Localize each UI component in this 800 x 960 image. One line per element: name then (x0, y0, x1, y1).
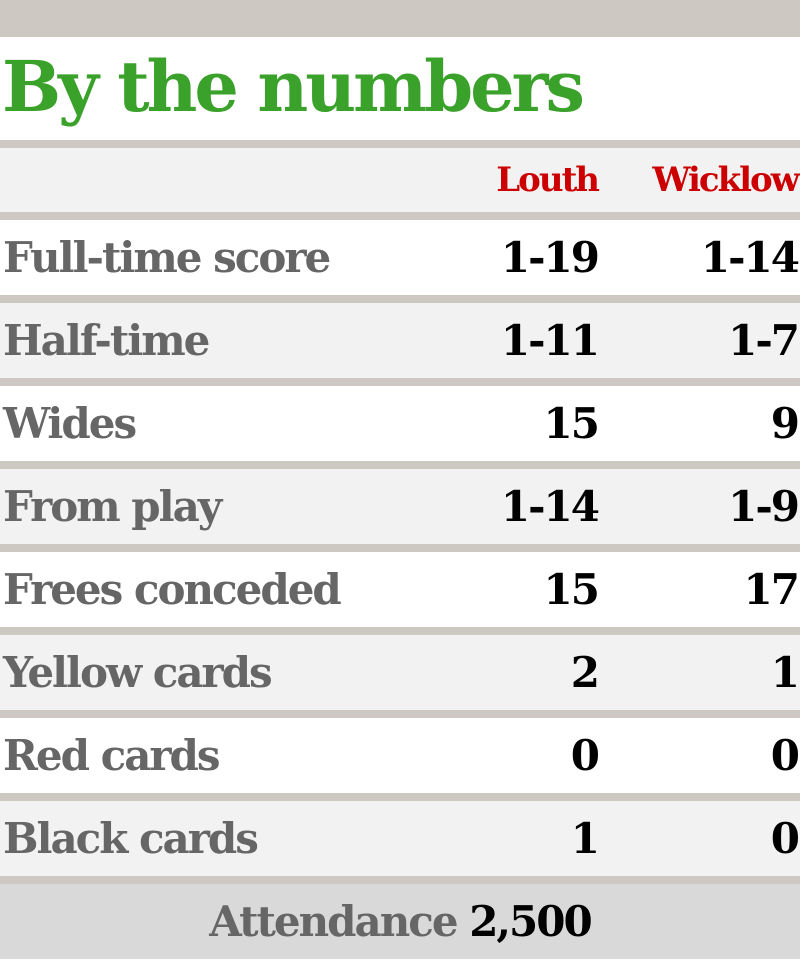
stat-label: Black cards (3, 814, 259, 863)
wicklow-value: 1-7 (728, 316, 800, 365)
stat-label: Frees conceded (3, 565, 342, 614)
divider (0, 140, 800, 148)
divider (0, 212, 800, 220)
divider (0, 876, 800, 884)
louth-value: 1 (570, 814, 600, 863)
divider (0, 627, 800, 635)
stats-table: Full-time score 1-19 1-14 Half-time 1-11 1-7 W… (0, 220, 800, 884)
wicklow-value: 17 (743, 565, 800, 614)
table-row: Wides 15 9 (0, 386, 800, 461)
divider (0, 793, 800, 801)
stat-label: Full-time score (3, 233, 331, 282)
divider (0, 544, 800, 552)
louth-value: 0 (570, 731, 600, 780)
wicklow-value: 1-9 (728, 482, 800, 531)
table-row: Frees conceded 15 17 (0, 552, 800, 627)
louth-value: 1-19 (500, 233, 600, 282)
attendance-label: Attendance (209, 897, 458, 946)
table-row: Half-time 1-11 1-7 (0, 303, 800, 378)
divider (0, 378, 800, 386)
louth-value: 15 (543, 399, 600, 448)
table-header: Louth Wicklow (0, 148, 800, 212)
wicklow-value: 0 (770, 731, 800, 780)
table-row: Yellow cards 2 1 (0, 635, 800, 710)
column-header-louth: Louth (496, 160, 600, 200)
page-title: By the numbers (2, 45, 585, 128)
attendance-value: 2,500 (469, 897, 593, 946)
wicklow-value: 9 (770, 399, 800, 448)
louth-value: 15 (543, 565, 600, 614)
louth-value: 1-14 (500, 482, 600, 531)
top-bar (0, 0, 800, 37)
louth-value: 2 (570, 648, 600, 697)
wicklow-value: 1-14 (700, 233, 800, 282)
louth-value: 1-11 (500, 316, 600, 365)
stat-label: Yellow cards (3, 648, 273, 697)
divider (0, 710, 800, 718)
divider (0, 295, 800, 303)
column-header-wicklow: Wicklow (652, 160, 800, 200)
table-row: Red cards 0 0 (0, 718, 800, 793)
stat-label: Red cards (3, 731, 221, 780)
stat-label: From play (3, 482, 222, 531)
stat-label: Wides (3, 399, 137, 448)
divider (0, 461, 800, 469)
wicklow-value: 0 (770, 814, 800, 863)
table-row: Black cards 1 0 (0, 801, 800, 876)
stat-label: Half-time (3, 316, 210, 365)
table-row: From play 1-14 1-9 (0, 469, 800, 544)
wicklow-value: 1 (770, 648, 800, 697)
attendance-row: Attendance 2,500 (0, 884, 800, 959)
table-row: Full-time score 1-19 1-14 (0, 220, 800, 295)
